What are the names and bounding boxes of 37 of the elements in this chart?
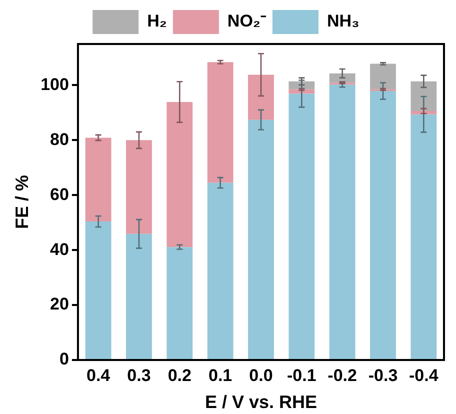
bar <box>166 247 193 359</box>
bar <box>248 74 274 120</box>
bar <box>410 114 437 359</box>
bar <box>166 102 193 248</box>
bar <box>370 90 396 359</box>
x-tick-label: 0.4 <box>86 366 111 385</box>
legend-label: NO₂⁻ <box>227 12 266 31</box>
x-tick-label: -0.1 <box>287 366 316 385</box>
y-axis-title: FE / % <box>12 174 32 230</box>
x-tick-label: -0.4 <box>409 366 439 385</box>
y-tick-label: 60 <box>50 184 69 204</box>
legend-label: H₂ <box>147 12 167 31</box>
bar <box>85 138 112 222</box>
bar <box>85 222 112 359</box>
y-tick-label: 40 <box>50 240 69 259</box>
y-tick-label: 80 <box>50 130 69 149</box>
bar <box>410 81 437 112</box>
x-axis-title: E / V vs. RHE <box>204 392 318 412</box>
legend-label: NH₃ <box>326 12 360 31</box>
y-tick-label: 20 <box>50 294 69 314</box>
bar <box>126 140 152 234</box>
bar <box>370 64 396 90</box>
y-tick-label: 100 <box>40 74 69 94</box>
bar <box>126 234 152 359</box>
x-tick-label: -0.2 <box>328 366 357 385</box>
y-tick-label: 0 <box>59 350 69 369</box>
x-tick-label: 0.2 <box>168 366 192 385</box>
bar <box>207 182 234 359</box>
x-tick-label: -0.3 <box>368 366 398 385</box>
x-tick-label: 0.1 <box>208 366 232 385</box>
bar <box>248 120 274 359</box>
bar <box>288 81 315 90</box>
bar <box>288 94 315 359</box>
x-tick-label: 0.3 <box>127 366 151 385</box>
bar <box>207 62 234 183</box>
bar <box>329 84 356 359</box>
x-tick-label: 0.0 <box>249 366 273 385</box>
